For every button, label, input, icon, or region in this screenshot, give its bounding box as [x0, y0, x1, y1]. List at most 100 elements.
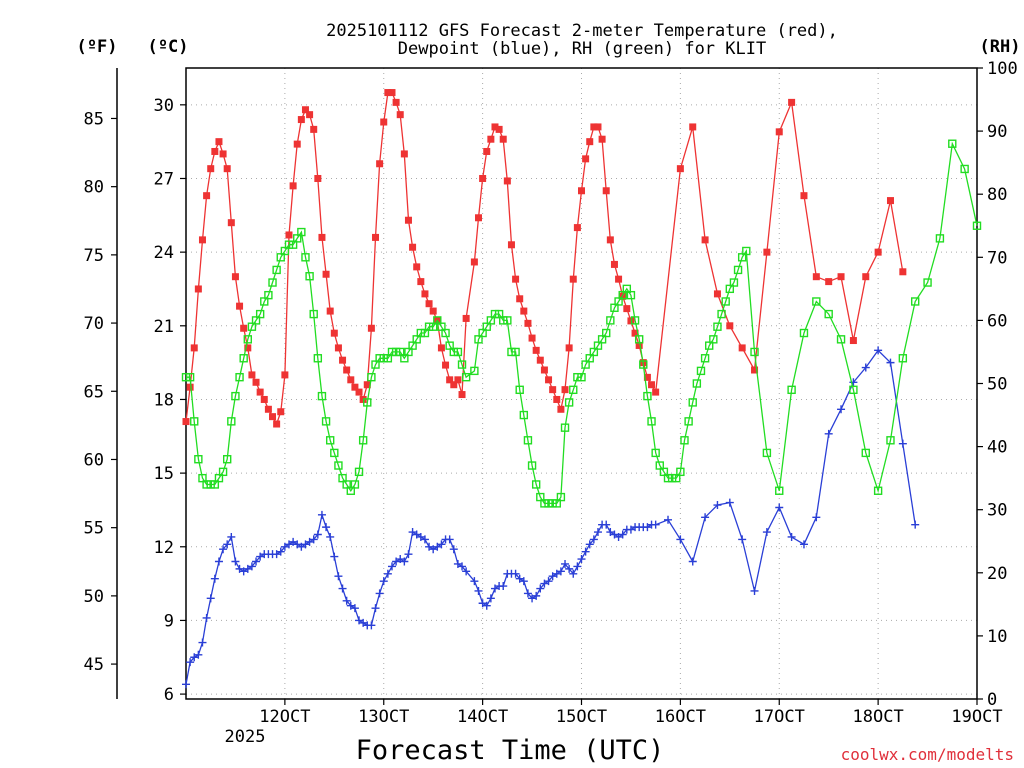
dewpoint-point: [342, 596, 351, 605]
temperature-point: [569, 275, 577, 283]
fahrenheit-tick-label: 50: [84, 587, 104, 607]
temperature-point: [384, 89, 392, 97]
temperature-point: [528, 334, 536, 342]
rh-point: [948, 139, 957, 148]
rh-tick-label: 20: [987, 564, 1007, 584]
temperature-point: [417, 278, 425, 286]
dewpoint-point: [453, 559, 462, 568]
rh-point: [255, 309, 265, 319]
temperature-point: [248, 371, 256, 379]
temperature-point: [326, 307, 334, 315]
rh-point: [696, 366, 706, 376]
temperature-point: [339, 356, 347, 364]
rh-point: [898, 354, 908, 363]
temperature-point: [553, 395, 561, 403]
temperature-point: [260, 395, 268, 403]
temperature-point: [512, 275, 520, 283]
dewpoint-point: [540, 579, 549, 588]
temperature-point: [648, 381, 656, 389]
rh-point: [721, 297, 730, 306]
temperature-point: [363, 381, 371, 389]
dewpoint-point: [602, 520, 611, 529]
rh-tick-label: 50: [987, 375, 1007, 395]
dewpoint-point: [256, 552, 265, 561]
dewpoint-point: [565, 564, 574, 573]
dewpoint-point: [359, 618, 368, 627]
dewpoint-point: [573, 562, 582, 571]
rh-tick-label: 30: [987, 501, 1007, 521]
celsius-tick-label: 24: [154, 243, 174, 263]
temperature-point: [837, 273, 845, 281]
rh-point: [350, 480, 360, 489]
temperature-point: [203, 192, 211, 200]
temperature-point: [215, 138, 223, 146]
temperature-point: [372, 233, 380, 241]
dewpoint-point: [202, 613, 211, 622]
temperature-point: [240, 324, 248, 332]
series-temperature: [182, 89, 907, 428]
dewpoint-point: [449, 545, 458, 554]
dewpoint-point: [346, 601, 355, 610]
dewpoint-point: [371, 604, 380, 613]
dewpoint-point: [585, 540, 594, 549]
celsius-tick-label: 18: [154, 390, 174, 410]
temperature-point: [701, 236, 709, 244]
temperature-point: [545, 376, 553, 384]
dewpoint-point: [355, 616, 364, 625]
temperature-point: [252, 378, 260, 386]
rh-point: [569, 385, 578, 395]
dewpoint-point: [387, 562, 396, 571]
dewpoint-point: [528, 594, 537, 603]
temperature-point: [314, 174, 322, 182]
temperature-point: [499, 135, 507, 143]
temperature-point: [586, 138, 594, 146]
rh-point: [313, 354, 323, 363]
temperature-point: [503, 177, 511, 185]
temperature-point: [392, 98, 400, 106]
dewpoint-point: [301, 540, 310, 549]
temperature-point: [310, 125, 318, 133]
dewpoint-point: [581, 547, 590, 556]
temperature-point: [207, 165, 215, 173]
temperature-point: [578, 187, 585, 195]
rh-point: [523, 436, 533, 445]
rh-point: [527, 461, 537, 470]
dewpoint-point: [235, 564, 244, 573]
dewpoint-point: [561, 559, 570, 568]
dewpoint-point: [849, 378, 858, 387]
series-rh: [181, 139, 982, 508]
rh-point: [515, 385, 524, 395]
rh-tick-label: 0: [987, 690, 997, 710]
temperature-point: [458, 391, 466, 399]
rh-point: [560, 423, 570, 432]
chart-title-line1: 2025101112 GFS Forecast 2-meter Temperat…: [326, 21, 838, 41]
temperature-point: [643, 373, 651, 381]
dewpoint-point: [725, 498, 734, 507]
dewpoint-point: [458, 562, 467, 571]
rh-point: [643, 391, 652, 401]
temperature-point: [454, 376, 462, 384]
rh-point: [647, 417, 656, 426]
rh-tick-label: 40: [987, 438, 1007, 458]
dewpoint-point: [532, 591, 541, 600]
dewpoint-line: [185, 349, 916, 685]
dewpoint-point: [445, 535, 454, 544]
dewpoint-point: [614, 532, 623, 541]
celsius-tick-label: 21: [154, 317, 174, 337]
dewpoint-point: [664, 515, 673, 524]
rh-point: [531, 480, 541, 489]
dewpoint-point: [350, 604, 359, 613]
temperature-point: [788, 98, 796, 106]
dewpoint-point: [309, 535, 318, 544]
dewpoint-point: [519, 577, 528, 586]
dewpoint-point: [280, 542, 289, 551]
rh-point: [222, 455, 232, 464]
dewpoint-point: [420, 535, 429, 544]
temperature-point: [561, 386, 569, 394]
temperature-point: [264, 405, 272, 413]
temperature-point: [487, 135, 495, 143]
celsius-tick-label: 30: [154, 96, 174, 116]
rh-point: [325, 436, 335, 445]
temperature-point: [573, 224, 581, 232]
temperature-point: [470, 258, 478, 266]
